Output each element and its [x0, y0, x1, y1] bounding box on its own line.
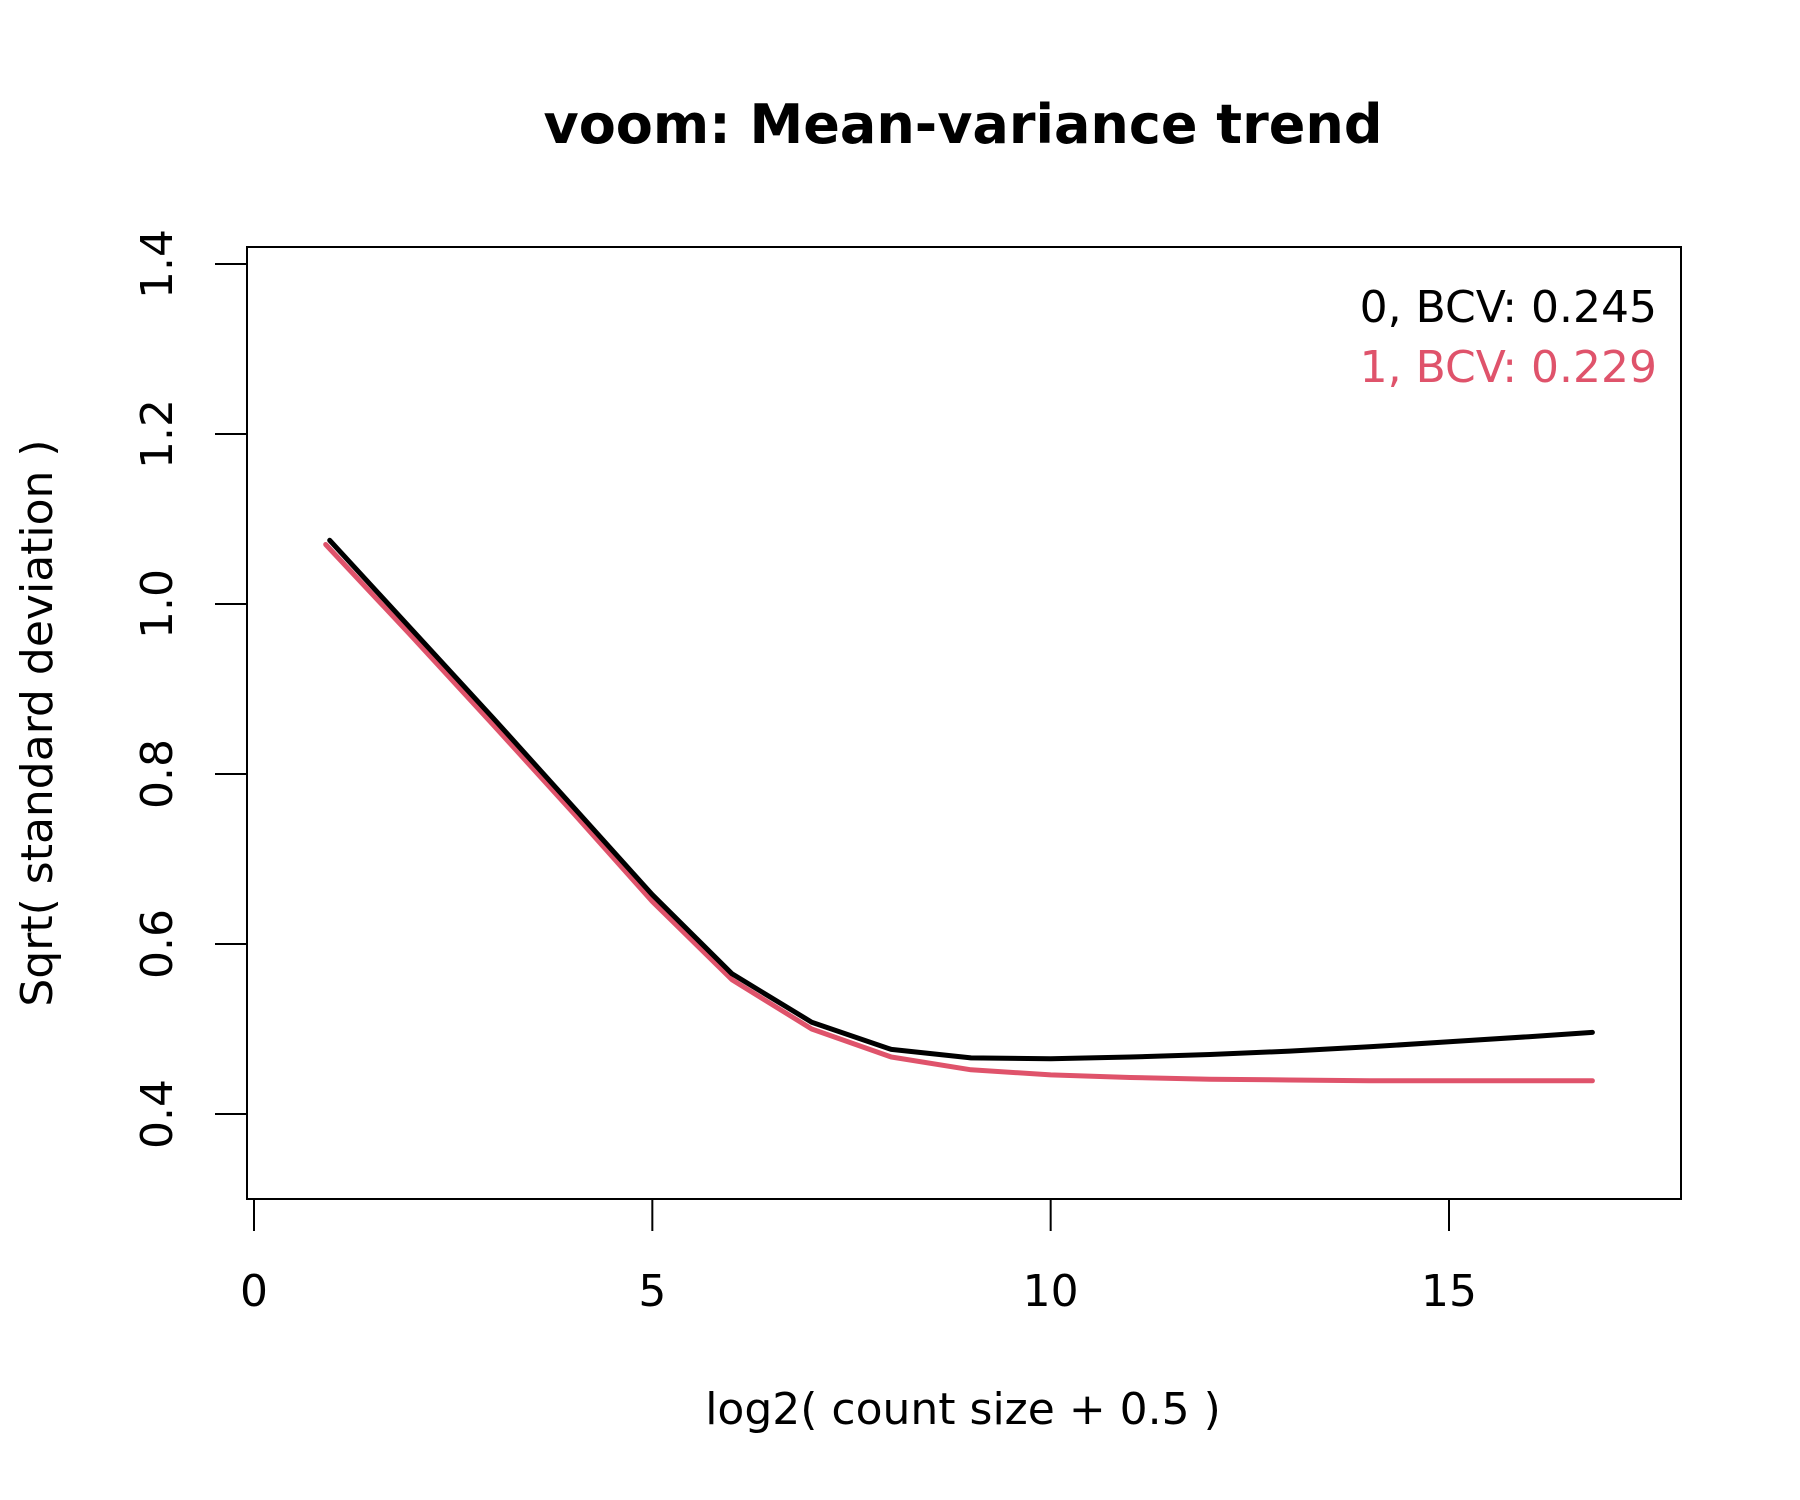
y-tick-label: 1.0 [132, 569, 183, 639]
series-layer [323, 537, 1595, 1084]
x-tick-label: 5 [638, 1266, 666, 1317]
series-line [327, 537, 1595, 1062]
legend-label: 1, BCV: 0.229 [1360, 342, 1657, 393]
y-tick-label: 0.8 [132, 739, 183, 809]
y-tick-label: 0.4 [132, 1079, 183, 1149]
x-tick-label: 10 [1023, 1266, 1079, 1317]
x-axis-label: log2( count size + 0.5 ) [705, 1384, 1221, 1435]
legend: 0, BCV: 0.245 1, BCV: 0.229 [1360, 282, 1657, 393]
y-tick-label: 0.6 [132, 909, 183, 979]
chart-title: voom: Mean-variance trend [544, 93, 1383, 156]
y-tick-label: 1.4 [132, 229, 183, 299]
legend-label: 0, BCV: 0.245 [1360, 282, 1657, 333]
y-axis-label: Sqrt( standard deviation ) [12, 439, 63, 1006]
series-line [323, 542, 1595, 1084]
x-tick-label: 0 [240, 1266, 268, 1317]
y-axis: 0.4 0.6 0.8 1.0 1.2 1.4 [132, 229, 248, 1149]
y-tick-label: 1.2 [132, 399, 183, 469]
x-tick-label: 15 [1421, 1266, 1477, 1317]
x-axis: 0 5 10 15 [240, 1198, 1477, 1317]
